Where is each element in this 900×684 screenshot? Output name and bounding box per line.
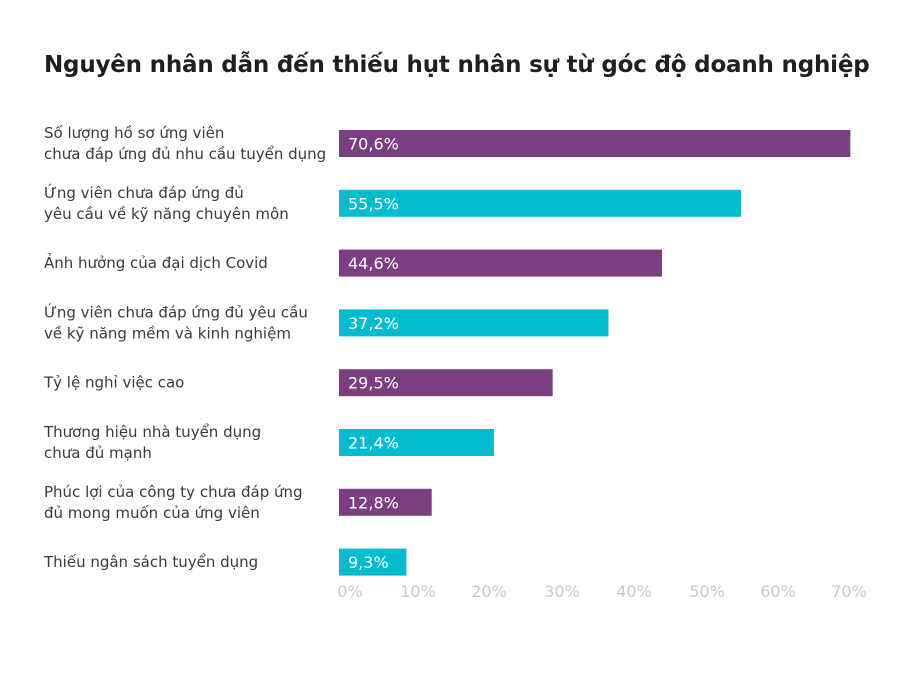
- x-tick-label: 10%: [400, 582, 436, 601]
- bar-value-label: 9,3%: [348, 553, 389, 572]
- category-label: Ảnh hưởng của đại dịch Covid: [44, 252, 268, 272]
- bar: [339, 249, 663, 277]
- x-tick-label: 30%: [544, 582, 580, 601]
- category-label: Tỷ lệ nghỉ việc cao: [43, 374, 184, 392]
- category-label: Thiếu ngân sách tuyển dụng: [43, 553, 258, 571]
- x-tick-label: 40%: [616, 582, 652, 601]
- bar-value-label: 70,6%: [348, 135, 399, 154]
- bar-value-label: 21,4%: [348, 434, 399, 453]
- bar: [339, 369, 553, 397]
- bar-value-label: 55,5%: [348, 194, 399, 213]
- x-tick-label: 60%: [760, 582, 796, 601]
- x-tick-label: 70%: [831, 582, 867, 601]
- category-label: Thương hiệu nhà tuyển dụng chưa đủ mạnh: [43, 423, 261, 462]
- bar-value-label: 44,6%: [348, 254, 399, 273]
- category-label: Số lượng hồ sơ ứng viên chưa đáp ứng đủ n…: [44, 124, 326, 163]
- bar: [339, 189, 741, 217]
- x-tick-label: 50%: [689, 582, 725, 601]
- bar: [339, 130, 851, 157]
- bar-value-label: 29,5%: [348, 374, 399, 393]
- bar: [339, 488, 432, 516]
- bar: [339, 309, 609, 337]
- category-label: Ứng viên chưa đáp ứng đủ yêu cầu về kỹ nă…: [44, 302, 308, 342]
- chart-title: Nguyên nhân dẫn đến thiếu hụt nhân sự từ…: [44, 52, 870, 78]
- bar: [339, 429, 494, 456]
- category-label: Phúc lợi của công ty chưa đáp ứng đủ mong…: [44, 483, 303, 522]
- category-label: Ứng viên chưa đáp ứng đủ yêu cầu về kỹ nă…: [44, 183, 289, 223]
- x-tick-label: 0%: [337, 582, 362, 601]
- bar-value-label: 37,2%: [348, 314, 399, 333]
- bar: [339, 548, 407, 576]
- x-tick-label: 20%: [471, 582, 507, 601]
- bar-value-label: 12,8%: [348, 493, 399, 512]
